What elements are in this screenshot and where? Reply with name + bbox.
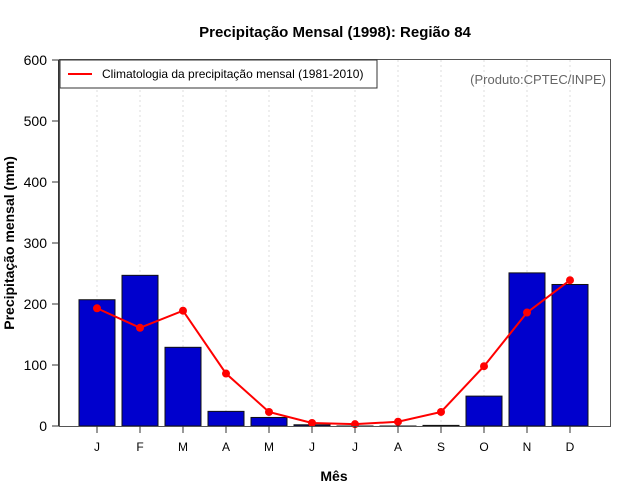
climatology-point — [566, 276, 574, 285]
x-tick-label: A — [394, 440, 402, 454]
climatology-line — [93, 276, 574, 429]
legend-box — [59, 59, 378, 89]
x-tick-label: N — [523, 440, 532, 454]
x-tick-label: D — [566, 440, 575, 454]
climatology-point — [480, 362, 488, 371]
climatology-point — [179, 306, 187, 315]
y-axis-label: Precipitação mensal (mm) — [1, 156, 17, 330]
source-annotation: (Produto:CPTEC/INPE) — [470, 72, 606, 87]
chart-title: Precipitação Mensal (1998): Região 84 — [199, 24, 471, 41]
legend: Climatologia da precipitação mensal (198… — [59, 59, 378, 89]
climatology-point — [308, 418, 316, 427]
x-tick-label: O — [479, 440, 488, 454]
bar — [207, 410, 245, 427]
climatology-point — [265, 407, 273, 416]
bar — [422, 424, 460, 427]
climatology-point — [523, 308, 531, 317]
climatology-point — [437, 407, 445, 416]
x-tick-label: A — [222, 440, 230, 454]
x-tick-label: F — [136, 440, 143, 454]
y-tick-label: 600 — [24, 52, 48, 68]
y-tick-label: 200 — [24, 296, 48, 312]
bar — [164, 346, 202, 427]
bar — [121, 274, 159, 427]
x-tick-label: M — [264, 440, 274, 454]
climatology-point — [222, 369, 230, 378]
y-tick-label: 500 — [24, 113, 48, 129]
x-tick-label: J — [309, 440, 315, 454]
x-axis-label: Mês — [320, 468, 347, 484]
bar — [551, 283, 589, 427]
climatology-point — [394, 417, 402, 426]
y-tick-label: 0 — [39, 418, 47, 434]
x-tick-label: M — [178, 440, 188, 454]
y-tick-label: 300 — [24, 235, 48, 251]
bars — [78, 272, 589, 427]
y-tick-label: 100 — [24, 357, 48, 373]
climatology-polyline — [96, 279, 571, 426]
x-tick-label: J — [352, 440, 358, 454]
legend-label: Climatologia da precipitação mensal (198… — [102, 67, 363, 81]
bar — [465, 395, 503, 427]
x-tick-label: J — [94, 440, 100, 454]
climatology-point — [136, 323, 144, 332]
bar — [78, 299, 116, 427]
x-tick-label: S — [437, 440, 445, 454]
bar — [250, 416, 288, 427]
bar — [508, 272, 546, 427]
y-tick-label: 400 — [24, 174, 48, 190]
y-axis: 0 100 200 300 400 500 600 — [24, 52, 59, 434]
climatology-point — [93, 304, 101, 313]
